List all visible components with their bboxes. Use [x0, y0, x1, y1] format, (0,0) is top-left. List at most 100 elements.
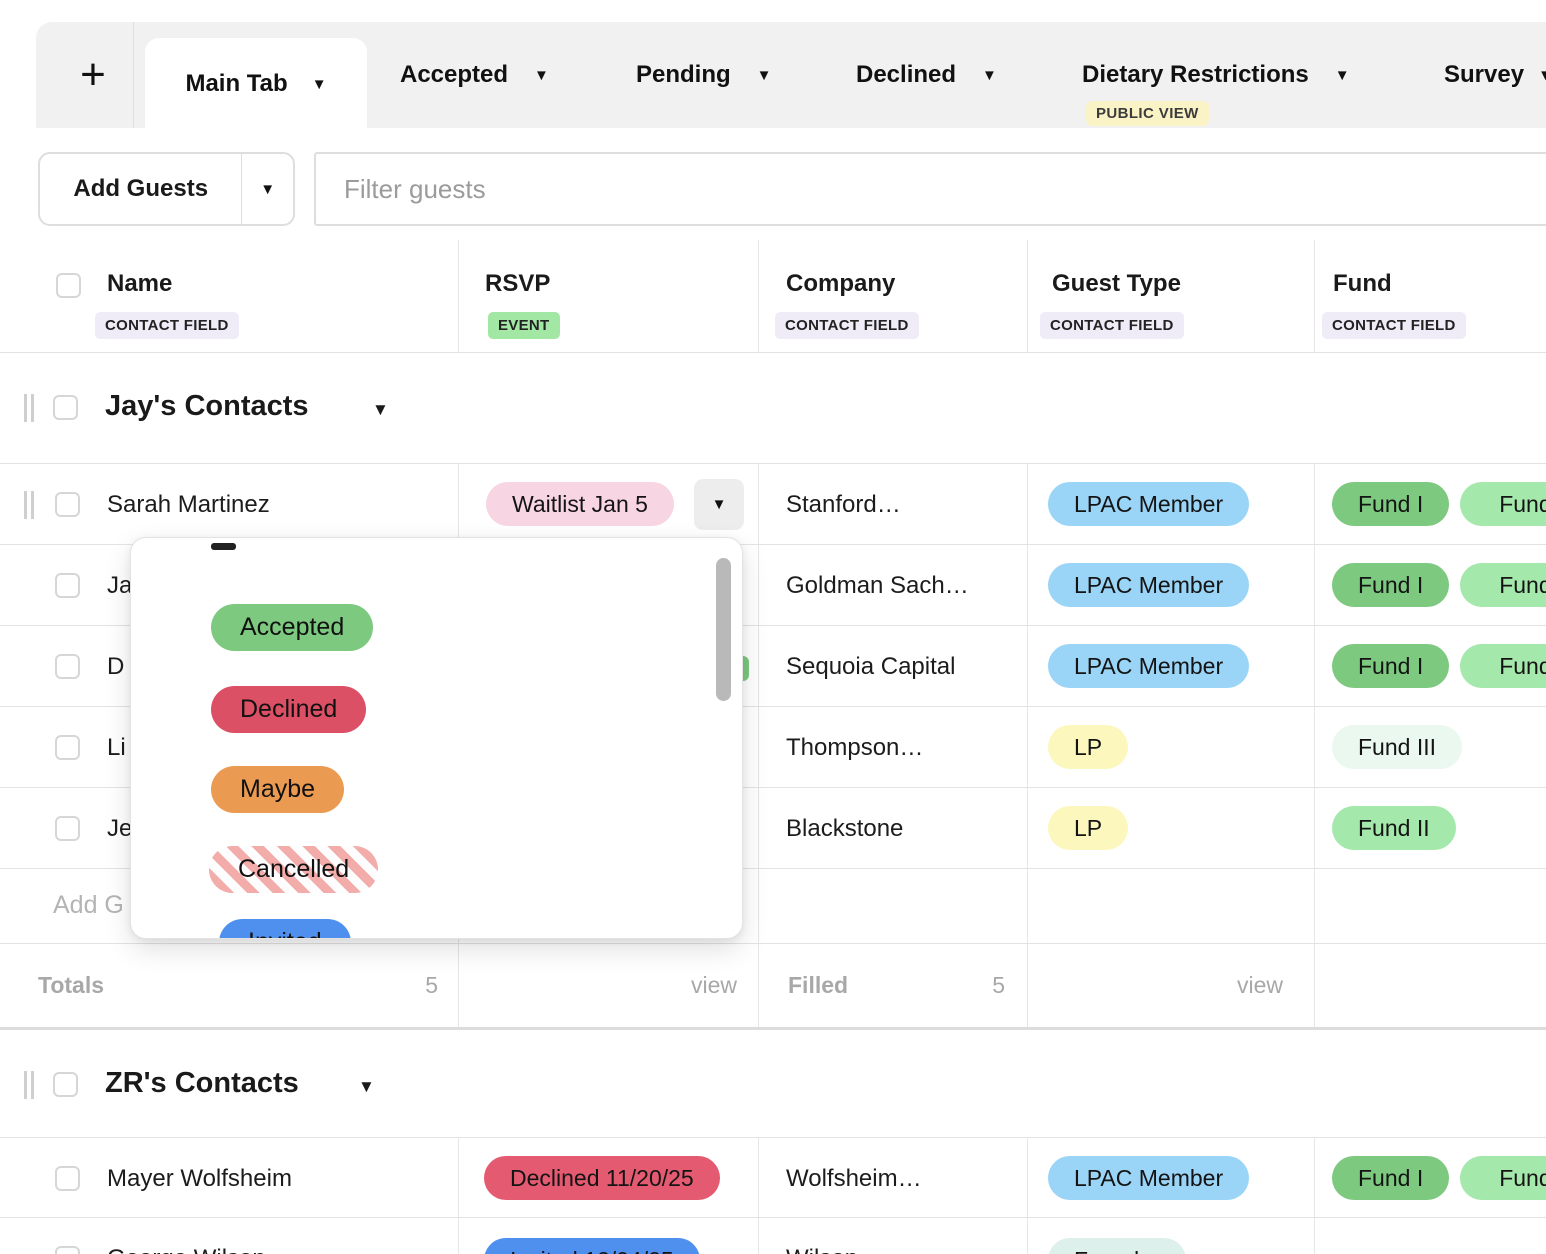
rsvp-status-pill[interactable]: Invited 12/04/25: [484, 1238, 700, 1254]
tab-accepted[interactable]: Accepted ▼: [400, 22, 549, 128]
add-guests-label: Add Guests: [73, 175, 209, 202]
hidden-rsvp-pill-edge: [743, 656, 749, 681]
guest-type-pill[interactable]: LPAC Member: [1048, 1156, 1250, 1200]
tab-accepted-label: Accepted: [400, 61, 509, 88]
add-guests-dropdown-button[interactable]: ▼: [241, 154, 293, 224]
chevron-down-icon[interactable]: ▼: [358, 1077, 375, 1096]
tab-dietary-restrictions[interactable]: Dietary Restrictions ▼: [1082, 22, 1350, 128]
chevron-down-icon[interactable]: ▼: [982, 66, 997, 84]
table-row: Mayer Wolfsheim Declined 11/20/25 Wolfsh…: [0, 1138, 1546, 1218]
add-guests-button[interactable]: Add Guests: [40, 154, 241, 224]
rsvp-option-maybe[interactable]: Maybe: [211, 766, 345, 813]
tab-main[interactable]: Main Tab ▼: [145, 38, 367, 130]
rsvp-view-link[interactable]: view: [690, 972, 737, 998]
tab-dietary-label: Dietary Restrictions: [1082, 61, 1309, 88]
fund-pill[interactable]: Fund I: [1332, 563, 1450, 607]
chevron-down-icon[interactable]: ▼: [372, 400, 389, 419]
fund-pill[interactable]: Fund II: [1460, 644, 1546, 688]
fund-pill[interactable]: Fund II: [1460, 482, 1546, 526]
add-guests-split-button: Add Guests ▼: [38, 152, 295, 226]
row-checkbox[interactable]: [55, 654, 80, 679]
tab-pending-label: Pending: [636, 61, 731, 88]
add-tab-button[interactable]: +: [54, 22, 132, 128]
guest-name[interactable]: Ja: [107, 572, 133, 599]
fund-pill[interactable]: Fund I: [1332, 482, 1450, 526]
column-badge-event: EVENT: [488, 312, 560, 339]
fund-pill[interactable]: Fund I: [1332, 1156, 1450, 1200]
group-checkbox[interactable]: [53, 395, 78, 420]
tab-declined-label: Declined: [856, 61, 957, 88]
column-header-fund[interactable]: Fund: [1333, 270, 1392, 297]
company-cell[interactable]: Wolfsheim…: [786, 1165, 922, 1192]
column-badge-contact-field: CONTACT FIELD: [775, 312, 919, 339]
fund-pill[interactable]: Fund II: [1332, 806, 1456, 850]
row-checkbox[interactable]: [55, 1166, 80, 1191]
drag-handle-icon[interactable]: [24, 491, 34, 519]
filled-count: 5: [992, 972, 1005, 998]
rsvp-option-cancelled[interactable]: Cancelled: [209, 846, 379, 893]
fund-pill[interactable]: Fund II: [1460, 1156, 1546, 1200]
rsvp-option-accepted[interactable]: Accepted: [211, 604, 374, 651]
select-all-checkbox[interactable]: [56, 273, 81, 298]
chevron-down-icon[interactable]: ▼: [311, 75, 327, 93]
chevron-down-icon[interactable]: ▼: [534, 66, 549, 84]
company-cell[interactable]: Goldman Sach…: [786, 572, 969, 599]
company-cell[interactable]: Thompson…: [786, 734, 924, 761]
rsvp-status-pill[interactable]: Declined 11/20/25: [484, 1156, 720, 1200]
tab-pending[interactable]: Pending ▼: [636, 22, 772, 128]
totals-label: Totals: [38, 972, 105, 998]
filled-label: Filled: [788, 972, 849, 998]
guest-type-pill[interactable]: LPAC Member: [1048, 482, 1250, 526]
column-header-rsvp[interactable]: RSVP: [485, 270, 551, 297]
tab-main-label: Main Tab: [185, 70, 288, 97]
guest-type-pill[interactable]: LP: [1048, 725, 1129, 769]
tab-divider: [133, 22, 134, 128]
company-cell[interactable]: Stanford…: [786, 491, 901, 518]
guest-type-pill[interactable]: LPAC Member: [1048, 563, 1250, 607]
chevron-down-icon[interactable]: ▼: [1538, 66, 1546, 84]
guest-name[interactable]: Mayer Wolfsheim: [107, 1165, 292, 1192]
fund-pill[interactable]: Fund II: [1460, 563, 1546, 607]
column-header-company[interactable]: Company: [786, 270, 896, 297]
drag-handle-icon[interactable]: [24, 394, 34, 422]
row-checkbox[interactable]: [55, 492, 80, 517]
column-badge-contact-field: CONTACT FIELD: [1322, 312, 1466, 339]
company-cell[interactable]: Sequoia Capital: [786, 653, 956, 680]
rsvp-status-pill[interactable]: Waitlist Jan 5: [486, 482, 674, 526]
group-checkbox[interactable]: [53, 1072, 78, 1097]
tab-survey[interactable]: Survey ▼: [1444, 22, 1546, 128]
guest-type-pill[interactable]: LP: [1048, 806, 1129, 850]
rsvp-option-invited[interactable]: Invited: [219, 919, 351, 938]
column-header-name[interactable]: Name: [107, 270, 173, 297]
chevron-down-icon[interactable]: ▼: [1334, 66, 1350, 84]
fund-pill[interactable]: Fund I: [1332, 644, 1450, 688]
guest-name[interactable]: D: [107, 653, 125, 680]
drag-handle-icon[interactable]: [24, 1071, 34, 1099]
clear-option-dash-icon[interactable]: [211, 543, 236, 550]
totals-row: Totals 5 view Filled 5 view: [0, 944, 1546, 1030]
plus-icon: +: [80, 50, 106, 99]
row-checkbox[interactable]: [55, 573, 80, 598]
guest-name[interactable]: George Wilson: [107, 1243, 266, 1254]
guest-type-pill[interactable]: Founder: [1048, 1238, 1186, 1254]
filter-guests-input[interactable]: [314, 152, 1546, 226]
dropdown-scrollbar[interactable]: [716, 558, 731, 701]
rsvp-dropdown-button[interactable]: ▼: [694, 479, 744, 530]
guest-name[interactable]: Je: [107, 815, 133, 842]
company-cell[interactable]: Wilson…: [786, 1243, 882, 1254]
guest-name[interactable]: Sarah Martinez: [107, 491, 270, 518]
guest-name[interactable]: Li: [107, 734, 126, 761]
row-checkbox[interactable]: [55, 1246, 80, 1254]
guest-type-pill[interactable]: LPAC Member: [1048, 644, 1250, 688]
column-header-guest-type[interactable]: Guest Type: [1052, 270, 1181, 297]
column-badge-contact-field: CONTACT FIELD: [95, 312, 239, 339]
row-checkbox[interactable]: [55, 735, 80, 760]
guest-type-view-link[interactable]: view: [1236, 972, 1283, 998]
chevron-down-icon[interactable]: ▼: [756, 66, 772, 84]
fund-pill[interactable]: Fund III: [1332, 725, 1462, 769]
company-cell[interactable]: Blackstone: [786, 815, 904, 842]
table-row: George Wilson Invited 12/04/25 Wilson… F…: [0, 1218, 1546, 1254]
row-checkbox[interactable]: [55, 816, 80, 841]
rsvp-option-declined[interactable]: Declined: [211, 686, 367, 733]
tab-declined[interactable]: Declined ▼: [856, 22, 997, 128]
